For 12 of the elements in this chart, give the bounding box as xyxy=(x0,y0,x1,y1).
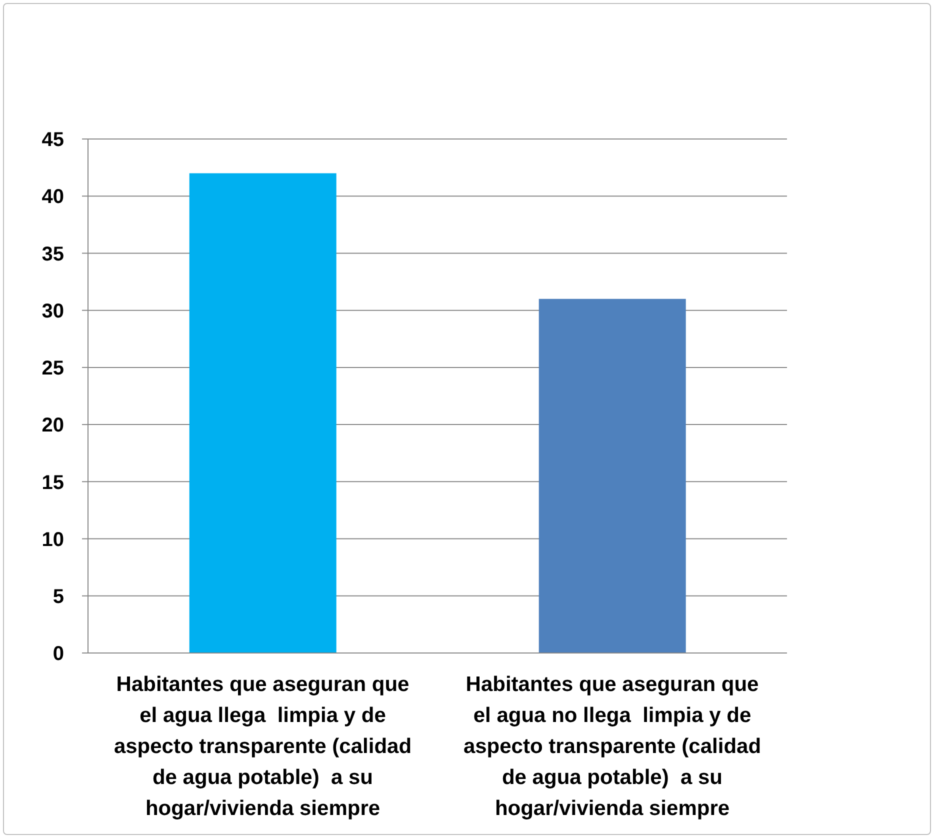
y-tick-label: 25 xyxy=(42,358,64,380)
y-tick-label: 30 xyxy=(42,300,64,322)
y-tick-label: 0 xyxy=(52,643,64,666)
y-tick-label: 15 xyxy=(42,472,64,494)
y-tick-label: 35 xyxy=(42,243,64,266)
y-tick-label: 5 xyxy=(52,586,64,608)
x-tick-label: Habitantes que aseguran que el agua no llega limpia y de aspecto transparente (calidad de agua potable) a su hogar/vivienda siempre xyxy=(463,673,762,820)
y-tick-label: 45 xyxy=(42,129,64,152)
y-tick-label: 20 xyxy=(42,414,64,437)
y-tick-label: 40 xyxy=(42,186,64,208)
y-tick-label: 10 xyxy=(42,528,64,551)
x-tick-label: Habitantes que aseguran que el agua llega limpia y de aspecto transparente (calidad de agua potable) a su hogar/vivienda siempre xyxy=(114,673,412,820)
